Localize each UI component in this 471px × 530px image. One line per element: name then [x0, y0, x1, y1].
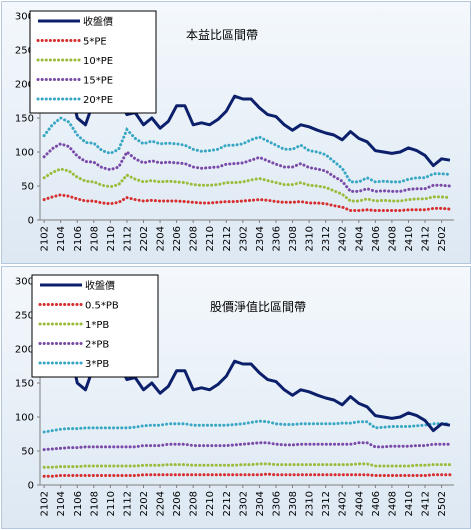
x-tick-label: 2308 [288, 491, 299, 516]
x-tick-label: 2308 [288, 226, 299, 251]
series-line-1 [42, 193, 452, 212]
y-tick-label: 0 [28, 216, 34, 227]
y-tick-label: 0 [28, 481, 34, 492]
y-tick-label: 300 [15, 12, 34, 23]
y-tick-label: 200 [15, 345, 34, 356]
legend-label-1: 5*PE [83, 37, 107, 48]
legend-label-3: 2*PB [85, 340, 109, 351]
legend-box [31, 274, 159, 378]
x-tick-label: 2306 [271, 491, 282, 516]
y-tick-label: 150 [15, 379, 34, 390]
x-tick-label: 2408 [387, 226, 398, 251]
x-tick-label: 2210 [205, 226, 216, 251]
legend-label-0: 收盤價 [83, 15, 113, 28]
x-tick-label: 2304 [255, 491, 266, 516]
x-tick-label: 2302 [238, 491, 249, 516]
legend-box [29, 10, 157, 114]
pb-band-chart: 0 50 100 150 200 250 300 2102 2104 2106 2108 2110 21… [15, 274, 454, 516]
x-tick-label: 2102 [40, 491, 51, 516]
x-tick-label: 2202 [139, 491, 150, 516]
x-tick-label: 2406 [371, 226, 382, 251]
x-tick-label: 2410 [404, 226, 415, 251]
y-tick-label: 250 [15, 311, 34, 322]
x-tick-label: 2202 [139, 226, 150, 251]
y-tick-label: 200 [15, 80, 34, 91]
series-line-1 [42, 472, 452, 478]
y-tick-label: 250 [15, 46, 34, 57]
x-tick-label: 2412 [421, 226, 432, 251]
series-line-3 [42, 441, 452, 452]
series-line-2 [42, 462, 452, 469]
x-tick-label: 2502 [437, 491, 448, 516]
x-tick-label: 2210 [205, 491, 216, 516]
x-tick-label: 2112 [122, 226, 133, 251]
x-tick-label: 2110 [106, 226, 117, 251]
y-tick-label: 150 [15, 114, 34, 125]
x-tick-label: 2312 [321, 226, 332, 251]
x-tick-label: 2206 [172, 491, 183, 516]
x-tick-label: 2312 [321, 491, 332, 516]
x-tick-label: 2108 [89, 226, 100, 251]
legend-label-4: 20*PE [83, 95, 113, 106]
x-tick-label: 2402 [338, 491, 349, 516]
x-tick-label: 2502 [437, 226, 448, 251]
x-tick-label: 2302 [238, 226, 249, 251]
legend-label-1: 0.5*PB [85, 301, 119, 312]
x-tick-label: 2108 [89, 491, 100, 516]
series-line-4 [42, 419, 452, 434]
x-tick-label: 2112 [122, 491, 133, 516]
x-tick-label: 2406 [371, 491, 382, 516]
y-tick-label: 50 [21, 447, 34, 458]
x-tick-label: 2412 [421, 491, 432, 516]
x-tick-label: 2310 [305, 226, 316, 251]
x-tick-label: 2306 [271, 226, 282, 251]
x-tick-label: 2204 [156, 491, 167, 516]
chart-title: 本益比區間帶 [186, 28, 258, 42]
series-line-2 [42, 167, 452, 203]
x-tick-label: 2310 [305, 491, 316, 516]
x-tick-label: 2212 [222, 226, 233, 251]
x-tick-label: 2304 [255, 226, 266, 251]
x-tick-label: 2106 [73, 226, 84, 251]
x-tick-label: 2404 [354, 226, 365, 251]
y-tick-label: 100 [15, 148, 34, 159]
pb-band-chart-panel: 0 50 100 150 200 250 300 2102 2104 2106 2108 2110 21… [1, 266, 471, 529]
x-tick-label: 2204 [156, 226, 167, 251]
x-tick-label: 2104 [56, 491, 67, 516]
legend-label-4: 3*PB [85, 359, 109, 370]
x-tick-label: 2104 [56, 226, 67, 251]
y-tick-label: 50 [21, 182, 34, 193]
series-line-4 [42, 116, 452, 184]
x-tick-label: 2410 [404, 491, 415, 516]
x-tick-label: 2408 [387, 491, 398, 516]
series-line-3 [42, 142, 452, 193]
pe-band-chart: 0 50 100 150 200 250 300 2102 2104 2106 2108 2110 21… [15, 10, 454, 251]
pe-band-chart-panel: 0 50 100 150 200 250 300 2102 2104 2106 2108 2110 21… [1, 1, 471, 264]
x-tick-label: 2212 [222, 491, 233, 516]
x-tick-label: 2102 [40, 226, 51, 251]
x-tick-label: 2404 [354, 491, 365, 516]
x-tick-label: 2208 [189, 226, 200, 251]
y-tick-label: 300 [15, 277, 34, 288]
legend-label-3: 15*PE [83, 76, 113, 87]
legend-label-2: 10*PE [83, 56, 113, 67]
x-tick-label: 2402 [338, 226, 349, 251]
chart-title: 股價淨值比區間帶 [210, 299, 306, 314]
legend-label-0: 收盤價 [85, 279, 115, 292]
legend-label-2: 1*PB [85, 320, 109, 331]
x-tick-label: 2110 [106, 491, 117, 516]
y-tick-label: 100 [15, 413, 34, 424]
x-tick-label: 2106 [73, 491, 84, 516]
x-tick-label: 2206 [172, 226, 183, 251]
x-tick-label: 2208 [189, 491, 200, 516]
